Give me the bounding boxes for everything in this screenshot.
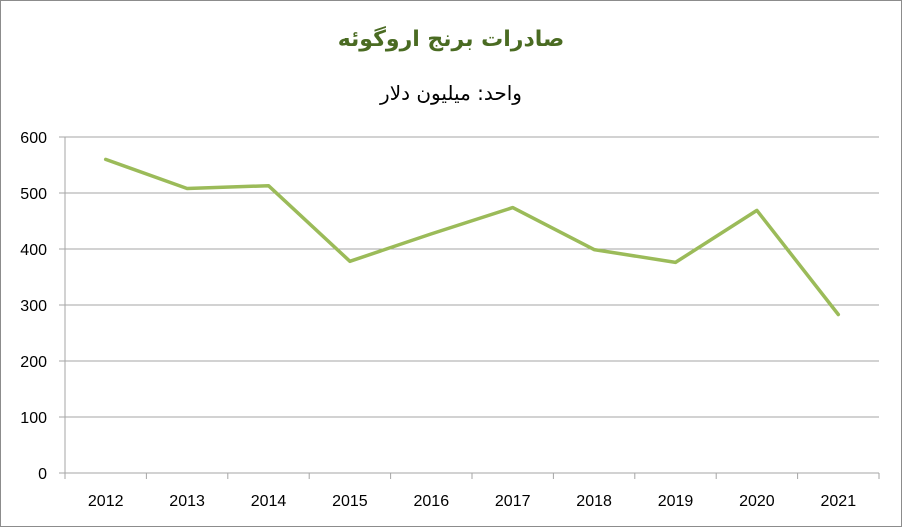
y-tick-label: 200 [20, 354, 47, 371]
x-tick-label-2019: 2019 [658, 493, 694, 510]
x-tick-label-2017: 2017 [495, 493, 531, 510]
y-tick-label: 400 [20, 242, 47, 259]
chart-title: صادرات برنج اروگوئه [337, 27, 565, 52]
x-tick-label-2020: 2020 [739, 493, 775, 510]
y-tick-label: 600 [20, 130, 47, 147]
series-line-0 [103, 157, 841, 317]
y-tick-label: 300 [20, 298, 47, 315]
x-tick-label-2012: 2012 [88, 493, 124, 510]
x-tick-label-2013: 2013 [169, 493, 205, 510]
y-tick-label: 0 [38, 466, 47, 483]
x-tick-label-2015: 2015 [332, 493, 368, 510]
x-tick-label-2018: 2018 [576, 493, 612, 510]
chart-subtitle: واحد: میلیون دلار [380, 81, 522, 105]
y-tick-label: 100 [20, 410, 47, 427]
x-tick-label-2014: 2014 [251, 493, 287, 510]
x-tick-label-2016: 2016 [414, 493, 450, 510]
y-tick-label: 500 [20, 186, 47, 203]
x-tick-label-2021: 2021 [821, 493, 857, 510]
